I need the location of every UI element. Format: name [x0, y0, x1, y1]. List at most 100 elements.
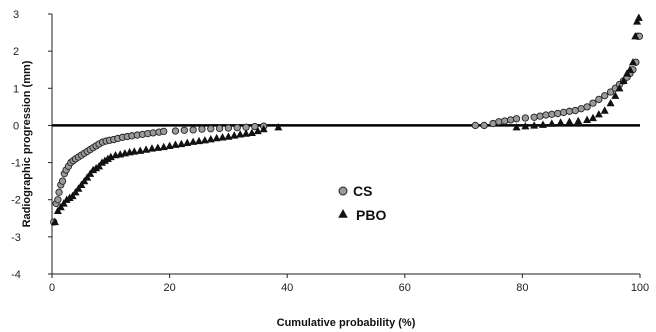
cs-point — [530, 113, 538, 121]
cs-point — [58, 177, 67, 185]
cs-point — [506, 116, 515, 124]
pbo-point — [153, 143, 162, 151]
pbo-point — [183, 138, 192, 147]
cs-point — [215, 124, 224, 133]
pbo-point — [74, 184, 83, 192]
cs-point — [601, 92, 609, 100]
pbo-point — [236, 130, 245, 138]
x-tick-label: 40 — [281, 282, 293, 294]
pbo-point — [242, 129, 251, 137]
cs-point — [180, 126, 188, 134]
legend-cs-marker — [338, 186, 348, 196]
legend-pbo-label: PBO — [356, 207, 386, 223]
pbo-point — [56, 202, 65, 211]
y-tick-label: -3 — [11, 232, 21, 244]
x-tick-label: 60 — [399, 282, 411, 294]
cs-point — [489, 119, 497, 128]
pbo-point — [212, 133, 221, 142]
pbo-point — [80, 176, 89, 185]
pbo-point — [177, 139, 186, 148]
pbo-point — [189, 137, 198, 145]
pbo-point — [86, 169, 95, 177]
pbo-point — [600, 106, 609, 114]
x-tick-label: 80 — [516, 282, 528, 294]
pbo-point — [631, 32, 640, 40]
pbo-point — [195, 136, 203, 145]
axes — [51, 14, 640, 275]
pbo-point — [594, 110, 603, 118]
legend-pbo-marker — [338, 209, 348, 218]
cs-point — [251, 122, 259, 131]
y-tick-label: -1 — [11, 158, 21, 170]
y-tick-label: 3 — [13, 9, 19, 21]
cs-point — [577, 105, 585, 113]
y-tick-label: -2 — [11, 195, 21, 207]
cs-point — [583, 103, 591, 111]
cs-point — [548, 110, 556, 118]
pbo-point — [200, 136, 209, 144]
pbo-point — [530, 121, 539, 129]
pbo-point — [512, 123, 521, 131]
legend-item-pbo: PBO — [338, 207, 386, 223]
series-cs-points — [50, 32, 644, 226]
pbo-point — [247, 128, 256, 137]
pbo-point — [50, 217, 59, 226]
legend-item-cs: CS — [338, 183, 372, 199]
legend: CS PBO — [338, 183, 386, 223]
cs-point — [571, 106, 579, 115]
cs-point — [149, 129, 157, 137]
pbo-point — [142, 145, 151, 153]
cs-point — [224, 124, 233, 132]
cs-point — [171, 127, 180, 135]
pbo-point — [171, 140, 180, 148]
pbo-point — [521, 121, 530, 130]
pbo-point — [565, 117, 574, 125]
cs-point — [559, 108, 568, 117]
pbo-point — [615, 84, 624, 92]
cs-point — [536, 112, 544, 120]
cs-point — [55, 188, 63, 196]
pbo-point — [224, 132, 233, 140]
y-tick-label: 0 — [13, 120, 19, 132]
pbo-point — [253, 126, 262, 135]
pbo-point — [633, 17, 642, 25]
pbo-point — [59, 199, 68, 207]
cs-point — [471, 121, 480, 130]
cs-point — [54, 196, 62, 204]
pbo-point — [206, 134, 215, 143]
pbo-point — [68, 191, 77, 200]
cs-point — [512, 115, 521, 123]
pbo-point — [230, 131, 239, 139]
pbo-point — [77, 180, 86, 189]
pbo-point — [606, 98, 615, 107]
pbo-point — [556, 118, 565, 126]
pbo-point — [626, 65, 634, 73]
cs-point — [160, 127, 168, 136]
y-tick-label: 1 — [13, 83, 19, 95]
pbo-point — [619, 76, 628, 85]
cs-point — [589, 99, 597, 107]
cs-point — [198, 125, 206, 133]
x-tick-label: 20 — [163, 282, 175, 294]
pbo-point — [623, 69, 632, 77]
pbo-point — [611, 91, 620, 99]
x-tick-label: 100 — [631, 282, 649, 294]
y-tick-label: -4 — [11, 269, 21, 281]
pbo-point — [106, 152, 115, 161]
pbo-point — [588, 113, 597, 122]
cs-point — [501, 117, 509, 125]
pbo-point — [538, 120, 547, 128]
pbo-point — [83, 173, 92, 181]
cs-point — [542, 111, 550, 119]
pbo-point — [130, 147, 139, 155]
legend-cs-label: CS — [353, 183, 372, 199]
pbo-point — [53, 206, 62, 215]
cs-point — [189, 126, 197, 134]
pbo-point — [218, 133, 227, 141]
cs-point — [207, 125, 215, 133]
pbo-point — [71, 188, 80, 196]
pbo-point — [159, 142, 168, 151]
pbo-point — [95, 162, 104, 170]
pbo-point — [574, 116, 583, 125]
